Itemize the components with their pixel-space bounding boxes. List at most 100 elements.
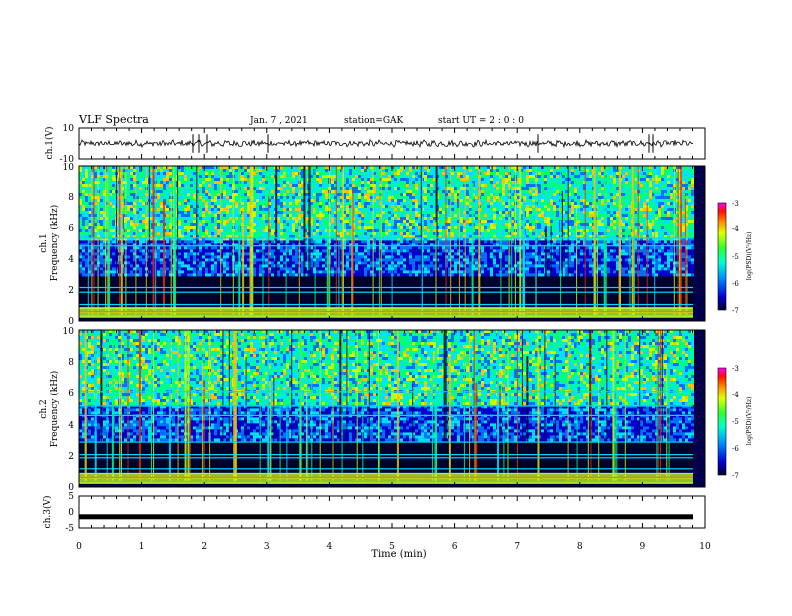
spectro-cell	[358, 178, 361, 181]
spectro-cell	[361, 258, 364, 261]
spectro-cell	[223, 169, 226, 172]
spectro-cell	[355, 264, 358, 267]
spectro-cell	[289, 184, 292, 187]
spectro-cell	[100, 223, 103, 226]
spectro-cell	[466, 255, 469, 258]
spectro-cell	[361, 220, 364, 223]
spectro-cell	[205, 246, 208, 249]
spectro-cell	[346, 261, 349, 264]
spectro-cell	[316, 226, 319, 229]
spectro-cell	[430, 193, 433, 196]
spectro-cell	[451, 211, 454, 214]
spectro-cell	[211, 217, 214, 220]
spectro-cell	[322, 273, 325, 276]
spectro-cell	[163, 172, 166, 175]
spectro-cell	[193, 255, 196, 258]
spectro-cell	[280, 199, 283, 202]
spectro-cell	[112, 211, 115, 214]
spectro-cell	[259, 178, 262, 181]
spectro-cell	[127, 190, 130, 193]
spectro-cell	[283, 211, 286, 214]
spectro-cell	[319, 178, 322, 181]
spectro-cell	[382, 264, 385, 267]
spectro-cell	[439, 226, 442, 229]
spectro-cell	[400, 226, 403, 229]
spectro-cell	[451, 169, 454, 172]
spectro-cell	[283, 169, 286, 172]
spectro-cell	[142, 178, 145, 181]
spectro-cell	[364, 169, 367, 172]
spectro-cell	[355, 178, 358, 181]
spectro-cell	[367, 214, 370, 217]
spectro-cell	[127, 214, 130, 217]
spectro-cell	[382, 169, 385, 172]
spectro-cell	[394, 240, 397, 243]
spectro-cell	[289, 255, 292, 258]
spectro-cell	[157, 193, 160, 196]
spectro-cell	[370, 169, 373, 172]
spectro-cell	[370, 202, 373, 205]
spectro-cell	[466, 273, 469, 276]
spectro-cell	[376, 178, 379, 181]
spectro-cell	[100, 220, 103, 223]
spectro-cell	[400, 193, 403, 196]
spectro-cell	[349, 187, 352, 190]
spectro-cell	[322, 232, 325, 235]
spectro-cell	[442, 175, 445, 178]
spectro-cell	[400, 199, 403, 202]
spectro-cell	[439, 178, 442, 181]
spectro-cell	[202, 208, 205, 211]
spectro-cell	[280, 258, 283, 261]
spectro-cell	[385, 264, 388, 267]
spectro-cell	[442, 232, 445, 235]
spectro-cell	[424, 211, 427, 214]
spectro-cell	[418, 187, 421, 190]
spectro-cell	[403, 229, 406, 232]
spectro-cell	[295, 229, 298, 232]
spectro-cell	[271, 261, 274, 264]
spectro-cell	[181, 172, 184, 175]
spectro-cell	[217, 205, 220, 208]
spectro-cell	[319, 249, 322, 252]
spectro-cell	[397, 175, 400, 178]
spectro-cell	[403, 240, 406, 243]
spectro-cell	[256, 226, 259, 229]
spectro-cell	[400, 273, 403, 276]
spectro-cell	[139, 205, 142, 208]
spectro-cell	[475, 264, 478, 267]
spectro-cell	[469, 199, 472, 202]
spectro-cell	[475, 181, 478, 184]
spectro-cell	[82, 264, 85, 267]
spectro-cell	[319, 229, 322, 232]
spectro-cell	[262, 181, 265, 184]
spectro-cell	[211, 211, 214, 214]
spectro-cell	[130, 190, 133, 193]
spectro-cell	[337, 181, 340, 184]
spectro-cell	[412, 249, 415, 252]
spectro-cell	[427, 226, 430, 229]
spectro-cell	[409, 205, 412, 208]
spectro-cell	[400, 211, 403, 214]
spectro-cell	[181, 187, 184, 190]
spectro-cell	[427, 187, 430, 190]
spectro-cell	[358, 208, 361, 211]
spectro-cell	[181, 223, 184, 226]
spectro-cell	[424, 178, 427, 181]
spectro-cell	[355, 252, 358, 255]
spectro-cell	[178, 249, 181, 252]
spectro-cell	[100, 211, 103, 214]
spectro-cell	[403, 181, 406, 184]
spectro-cell	[244, 178, 247, 181]
spectro-cell	[244, 267, 247, 270]
spectro-cell	[394, 193, 397, 196]
spectro-cell	[322, 220, 325, 223]
spectro-cell	[382, 267, 385, 270]
spectro-cell	[214, 169, 217, 172]
spectro-cell	[403, 199, 406, 202]
spectro-cell	[346, 226, 349, 229]
spectro-cell	[454, 229, 457, 232]
spectro-cell	[187, 220, 190, 223]
spectro-cell	[376, 229, 379, 232]
spectro-cell	[193, 261, 196, 264]
